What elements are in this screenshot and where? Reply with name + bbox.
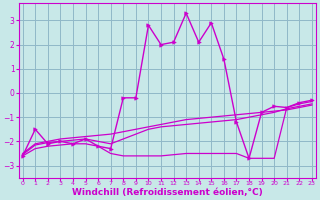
X-axis label: Windchill (Refroidissement éolien,°C): Windchill (Refroidissement éolien,°C) bbox=[72, 188, 263, 197]
